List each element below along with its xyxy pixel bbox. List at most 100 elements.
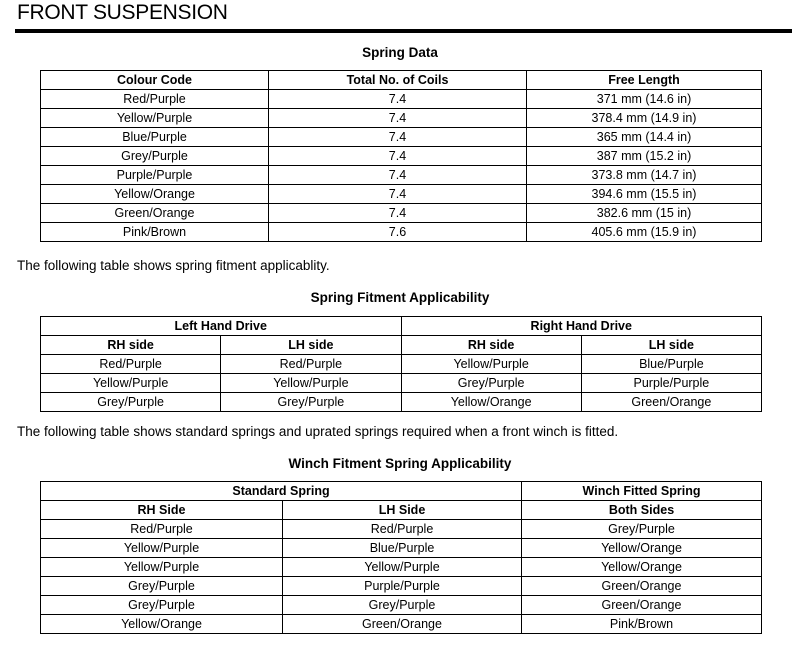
table-row: Yellow/Purple Yellow/Purple Yellow/Orange	[40, 557, 762, 577]
table-cell: Green/Orange	[580, 392, 763, 412]
table-cell: Yellow/Orange	[40, 614, 283, 634]
table-cell: Green/Orange	[281, 614, 523, 634]
header-right-hand-drive: Right Hand Drive	[400, 316, 762, 336]
table-cell: Yellow/Purple	[40, 557, 283, 577]
table-cell: Grey/Purple	[40, 576, 283, 596]
table-cell: 365 mm (14.4 in)	[526, 127, 762, 147]
table-cell: 373.8 mm (14.7 in)	[526, 165, 762, 185]
table-cell: Pink/Brown	[521, 614, 762, 634]
table-cell: Red/Purple	[281, 519, 523, 539]
header-lhd-rh: RH side	[39, 335, 222, 355]
table-cell: 394.6 mm (15.5 in)	[526, 184, 762, 204]
table-cell: Yellow/Purple	[40, 108, 269, 128]
table-cell: 7.4	[268, 203, 527, 223]
table-cell: 7.4	[268, 108, 527, 128]
table-row: Red/Purple Red/Purple Yellow/Purple Blue/Pu…	[39, 354, 763, 374]
table-cell: Yellow/Orange	[40, 184, 269, 204]
table-row: Yellow/Purple 7.4 378.4 mm (14.9 in)	[40, 108, 762, 128]
table-header-row: RH side LH side RH side LH side	[39, 335, 763, 355]
table-cell: Red/Purple	[39, 354, 222, 374]
table-cell: Green/Orange	[521, 576, 762, 596]
table-cell: 7.4	[268, 184, 527, 204]
fitment-intro: The following table shows spring fitment…	[17, 258, 330, 273]
table-row: Grey/Purple Grey/Purple Yellow/Orange Green…	[39, 392, 763, 412]
winch-caption: Winch Fitment Spring Applicability	[288, 456, 512, 471]
table-cell: Red/Purple	[40, 519, 283, 539]
table-cell: Yellow/Purple	[39, 373, 222, 393]
table-cell: Red/Purple	[220, 354, 402, 374]
fitment-caption: Spring Fitment Applicability	[310, 290, 490, 305]
table-cell: 382.6 mm (15 in)	[526, 203, 762, 223]
header-standard-spring: Standard Spring	[39, 481, 523, 501]
table-row: Purple/Purple 7.4 373.8 mm (14.7 in)	[40, 165, 762, 185]
table-cell: Pink/Brown	[40, 222, 269, 242]
table-cell: 7.6	[268, 222, 527, 242]
table-row: Grey/Purple Purple/Purple Green/Orange	[40, 576, 762, 596]
table-header-row: RH Side LH Side Both Sides	[40, 500, 762, 520]
table-row: Yellow/Purple Yellow/Purple Grey/Purple Pur…	[39, 373, 763, 393]
table-row: Yellow/Orange 7.4 394.6 mm (15.5 in)	[40, 184, 762, 204]
table-cell: Blue/Purple	[580, 354, 763, 374]
table-cell: Green/Orange	[40, 203, 269, 223]
table-cell: Yellow/Orange	[400, 392, 582, 412]
table-row: Grey/Purple Grey/Purple Green/Orange	[40, 595, 762, 615]
header-colour-code: Colour Code	[40, 70, 269, 90]
table-cell: 378.4 mm (14.9 in)	[526, 108, 762, 128]
header-coils: Total No. of Coils	[268, 70, 527, 90]
header-rhd-lh: LH side	[580, 335, 763, 355]
table-row: Red/Purple 7.4 371 mm (14.6 in)	[40, 89, 762, 109]
header-both-sides: Both Sides	[521, 500, 762, 520]
winch-intro: The following table shows standard sprin…	[17, 424, 619, 439]
page-title: FRONT SUSPENSION	[17, 1, 228, 24]
table-cell: Grey/Purple	[39, 392, 222, 412]
table-cell: Purple/Purple	[40, 165, 269, 185]
table-cell: Purple/Purple	[281, 576, 523, 596]
table-cell: Yellow/Purple	[220, 373, 402, 393]
table-row: Red/Purple Red/Purple Grey/Purple	[40, 519, 762, 539]
table-cell: 7.4	[268, 146, 527, 166]
table-cell: Red/Purple	[40, 89, 269, 109]
header-rhd-rh: RH side	[400, 335, 582, 355]
table-row: Yellow/Purple Blue/Purple Yellow/Orange	[40, 538, 762, 558]
table-cell: Grey/Purple	[281, 595, 523, 615]
table-cell: 7.4	[268, 89, 527, 109]
header-left-hand-drive: Left Hand Drive	[40, 316, 402, 336]
winch-table: Standard Spring Winch Fitted Spring RH S…	[39, 481, 762, 634]
table-header-row: Colour Code Total No. of Coils Free Leng…	[40, 70, 762, 90]
title-rule	[15, 29, 792, 33]
table-cell: 371 mm (14.6 in)	[526, 89, 762, 109]
table-cell: Yellow/Orange	[521, 538, 762, 558]
header-lhd-lh: LH side	[220, 335, 402, 355]
header-lh-side: LH Side	[281, 500, 523, 520]
table-cell: Grey/Purple	[220, 392, 402, 412]
group-header-row: Left Hand Drive Right Hand Drive	[40, 316, 762, 336]
table-cell: Grey/Purple	[400, 373, 582, 393]
table-row: Blue/Purple 7.4 365 mm (14.4 in)	[40, 127, 762, 147]
table-row: Green/Orange 7.4 382.6 mm (15 in)	[40, 203, 762, 223]
table-cell: 7.4	[268, 127, 527, 147]
table-cell: Yellow/Purple	[400, 354, 582, 374]
spring-data-table: Colour Code Total No. of Coils Free Leng…	[40, 70, 762, 242]
header-free-length: Free Length	[526, 70, 762, 90]
header-rh-side: RH Side	[40, 500, 283, 520]
group-header-row: Standard Spring Winch Fitted Spring	[39, 481, 762, 501]
table-cell: Blue/Purple	[40, 127, 269, 147]
table-row: Yellow/Orange Green/Orange Pink/Brown	[40, 614, 762, 634]
table-cell: Yellow/Orange	[521, 557, 762, 577]
table-row: Pink/Brown 7.6 405.6 mm (15.9 in)	[40, 222, 762, 242]
table-cell: Grey/Purple	[40, 595, 283, 615]
table-row: Grey/Purple 7.4 387 mm (15.2 in)	[40, 146, 762, 166]
table-cell: 405.6 mm (15.9 in)	[526, 222, 762, 242]
table-cell: 387 mm (15.2 in)	[526, 146, 762, 166]
fitment-table: Left Hand Drive Right Hand Drive RH side…	[39, 316, 763, 412]
table-cell: Blue/Purple	[281, 538, 523, 558]
table-cell: Green/Orange	[521, 595, 762, 615]
table-cell: Grey/Purple	[521, 519, 762, 539]
table-cell: Yellow/Purple	[40, 538, 283, 558]
spring-data-caption: Spring Data	[362, 45, 438, 60]
table-cell: Purple/Purple	[580, 373, 763, 393]
header-winch-fitted-spring: Winch Fitted Spring	[521, 481, 762, 501]
table-cell: Grey/Purple	[40, 146, 269, 166]
table-cell: 7.4	[268, 165, 527, 185]
table-cell: Yellow/Purple	[281, 557, 523, 577]
